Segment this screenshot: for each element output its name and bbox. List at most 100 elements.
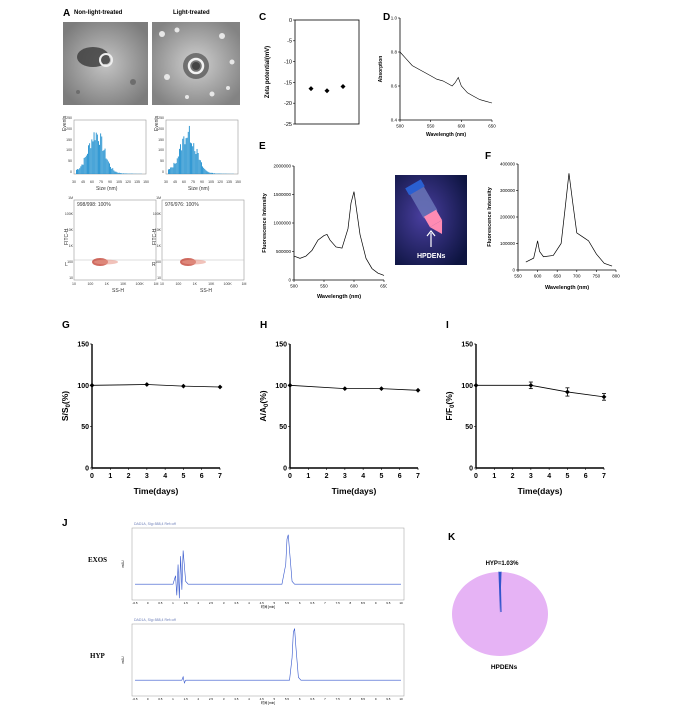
hplc-xtick: 9 (375, 697, 377, 701)
histogram-bar (96, 134, 98, 174)
histogram-bar (91, 139, 93, 174)
y-tick-label: 0.4 (391, 118, 398, 123)
tick-label: 1M (156, 196, 161, 200)
y-tick-label: 0 (288, 278, 291, 283)
chart-k-pie: HYP=1.03% HPDENs (452, 561, 548, 671)
x-tick-label: 3 (145, 473, 149, 480)
histogram-bar (172, 167, 174, 174)
hplc-xtick: 7 (324, 697, 326, 701)
tick-label: 100 (155, 260, 161, 264)
histogram-bar (112, 168, 114, 174)
tick-label: 30 (164, 180, 168, 184)
tick-label: 200 (66, 126, 72, 131)
scatter1-gate: 998/998: 100% (77, 202, 111, 208)
chart-c-zeta: 0 -5 -10 -15 -20 -25 Zeta potential(mV) (265, 18, 360, 128)
histogram-bar (184, 144, 186, 174)
histogram-bar (169, 169, 170, 174)
hplc-xtick: 9 (375, 601, 377, 605)
data-point (565, 389, 570, 395)
histogram-bar (89, 143, 91, 174)
histogram-bar (204, 168, 206, 174)
histogram-bar (207, 171, 209, 174)
x-tick-label: 5 (181, 473, 185, 480)
y-tick-label: 150 (461, 341, 473, 348)
hplc-trace (135, 628, 401, 684)
hplc-xtick: 1 (172, 601, 174, 605)
histogram-bar (177, 156, 179, 174)
hplc-xtick: 1.5 (184, 601, 189, 605)
x-tick-label: 1 (492, 473, 496, 480)
hplc-xtick: 4 (248, 601, 250, 605)
histogram-bar (181, 150, 183, 174)
data-point (217, 384, 223, 390)
histogram-bar (203, 167, 205, 174)
x-tick-label: 6 (200, 473, 204, 480)
hplc-header: DAD1A, Sig=588,4 Ref=off (134, 618, 176, 622)
data-point (287, 382, 293, 388)
histogram-bar (188, 125, 190, 174)
histogram-bar (187, 131, 189, 174)
hplc-xtick: 10 (399, 601, 403, 605)
tick-label: 100K (223, 282, 232, 286)
hplc-xtick: 2.5 (209, 697, 214, 701)
data-point (340, 84, 346, 90)
tick-label: 60 (90, 180, 94, 184)
hplc-xtick: 8.5 (361, 601, 366, 605)
tick-label: 0 (70, 170, 72, 174)
tick-label: 105 (208, 180, 214, 184)
x-tick-label: 0 (90, 473, 94, 480)
hplc-xtick: 7 (324, 601, 326, 605)
histogram-bar (79, 168, 81, 174)
series-line (399, 51, 493, 104)
tick-label: 45 (173, 180, 177, 184)
y-tick-label: 100000 (500, 241, 516, 246)
y-tick-label: 0.6 (391, 84, 398, 89)
hplc-ylabel: mAU (121, 656, 125, 664)
histogram-bar (193, 143, 195, 174)
histogram-bar (199, 160, 201, 174)
tick-label: 10K (66, 228, 73, 232)
hplc-xtick: 6.5 (310, 601, 315, 605)
hist2-yticks: 0 50 100 150 200 250 (154, 116, 164, 174)
y-tick-label: 200000 (500, 215, 516, 220)
tick-label: 150 (158, 137, 164, 142)
histogram-bar (98, 141, 99, 174)
histogram-bar (186, 137, 188, 174)
histogram-bar (208, 172, 210, 174)
scatter2-yticks: 1M 100K 10K 1K 100 10 (151, 196, 161, 280)
y-tick-label: 50 (465, 424, 473, 431)
pie-annotation: HYP=1.03% (486, 561, 520, 567)
x-tick-label: 650 (488, 124, 496, 129)
y-tick-label: -5 (287, 39, 292, 45)
histogram-bar (182, 138, 184, 174)
tick-label: 45 (81, 180, 85, 184)
histogram-bar (214, 173, 216, 174)
histogram-bar (113, 170, 115, 174)
plot-frame (294, 19, 360, 125)
hplc-xlabel: 时间 [min] (261, 700, 275, 705)
hplc-trace (135, 534, 401, 599)
histogram-bar (82, 164, 84, 174)
hplc-xtick: 5 (273, 601, 275, 605)
x-tick-label: 600 (534, 274, 542, 279)
hplc-xtick: 10 (399, 697, 403, 701)
hplc-xtick: 3 (223, 601, 225, 605)
x-tick-label: 550 (514, 274, 522, 279)
hplc-xtick: 6 (299, 601, 301, 605)
chart-h-stability: 0 50 100 150 0 1 2 3 4 5 6 7 Time(days) A/A0(%) (258, 341, 421, 496)
hist2-xlabel: Size (nm) (188, 186, 210, 192)
y-tick-label: -20 (284, 101, 292, 107)
x-axis-label: Time(days) (134, 486, 179, 496)
y-tick-label: 1000000 (273, 221, 291, 226)
scatter1-yticks: 1M 100K 10K 1K 100 10 (63, 196, 73, 280)
x-tick-label: 2 (325, 473, 329, 480)
histogram-bar (191, 143, 192, 174)
histogram-bar (201, 162, 202, 174)
histogram-bar (115, 171, 117, 174)
histogram-bar (117, 172, 119, 174)
histogram-bar (218, 173, 220, 174)
hplc-xtick: 3.5 (234, 697, 239, 701)
histogram-bar (179, 148, 180, 174)
histogram-bar (196, 148, 198, 174)
x-tick-label: 7 (602, 473, 606, 480)
